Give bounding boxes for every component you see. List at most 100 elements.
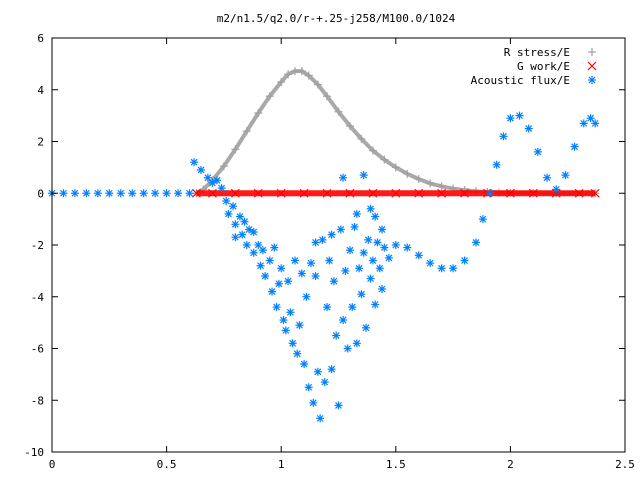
data-point [375,264,384,273]
data-point [339,316,348,325]
y-tick-label: -8 [31,394,44,407]
data-point [238,230,247,239]
data-point [524,124,533,133]
data-point [426,259,435,268]
data-point [391,241,400,249]
data-point [279,316,288,325]
data-point [334,107,343,116]
y-tick-label: 2 [37,136,44,149]
data-point [403,243,412,252]
data-point [329,277,338,286]
data-point [276,188,286,198]
data-point [249,248,258,257]
series-layer [48,67,600,423]
data-point [311,272,320,281]
data-point [359,248,368,257]
data-point [366,204,375,213]
data-point [229,202,238,211]
data-point [543,173,552,182]
data-point [590,188,600,198]
data-point [284,70,293,79]
data-point [359,171,368,180]
data-point [437,182,446,191]
legend-label: R stress/E [504,46,570,59]
data-point [270,243,279,252]
data-point [304,71,313,80]
data-point [591,119,600,128]
data-point [288,339,297,348]
data-point [105,189,114,198]
data-point [316,414,325,423]
data-point [472,238,481,247]
data-point [320,378,329,387]
data-point [570,142,579,151]
data-point [371,300,380,309]
data-point [258,246,267,255]
data-point [196,165,205,174]
y-tick-label: 6 [37,32,44,45]
data-point [345,188,355,198]
data-point [414,175,423,184]
data-point [352,209,361,218]
x-tick-label: 2.5 [615,458,635,471]
data-point [217,184,226,193]
data-point [295,321,304,330]
data-point [268,287,277,296]
data-point [350,222,359,231]
data-point [579,119,588,128]
data-point [533,147,542,156]
data-point [151,189,160,198]
data-point [302,292,311,301]
data-point [378,284,387,293]
data-point [323,92,332,101]
data-point [460,256,469,265]
series-2 [191,188,600,198]
data-point [306,259,315,268]
data-point [261,272,270,281]
data-point [380,243,389,252]
data-point [300,360,309,369]
data-point [552,185,561,194]
data-point [348,303,357,312]
data-point [460,188,469,198]
data-point [478,215,487,224]
data-point [224,209,233,218]
data-point [449,264,458,273]
data-point [368,188,378,198]
data-point [290,67,299,76]
data-point [352,339,361,348]
data-point [242,127,251,136]
data-point [286,308,295,317]
data-point [231,233,240,242]
data-point [368,146,377,155]
data-point [322,188,332,198]
data-point [345,246,354,255]
data-point [281,326,290,335]
data-point [506,114,515,123]
data-point [318,235,327,244]
data-point [219,162,228,171]
data-point [297,269,306,278]
data-point [357,134,366,143]
data-point [162,189,171,198]
data-point [391,188,401,198]
data-point [426,179,435,188]
x-tick-label: 1.5 [386,458,406,471]
data-point [327,365,336,374]
y-tick-label: 0 [37,187,44,200]
data-point [499,132,508,141]
data-point [191,188,201,198]
data-point [355,264,364,273]
data-point [515,111,524,120]
y-tick-label: -10 [24,446,44,459]
data-point [304,383,313,392]
data-point [384,253,393,262]
data-point [485,189,494,198]
data-point [311,238,320,247]
data-point [277,77,286,86]
data-point [362,323,371,332]
data-point [70,189,79,198]
x-tick-label: 0 [49,458,56,471]
data-point [371,212,380,221]
